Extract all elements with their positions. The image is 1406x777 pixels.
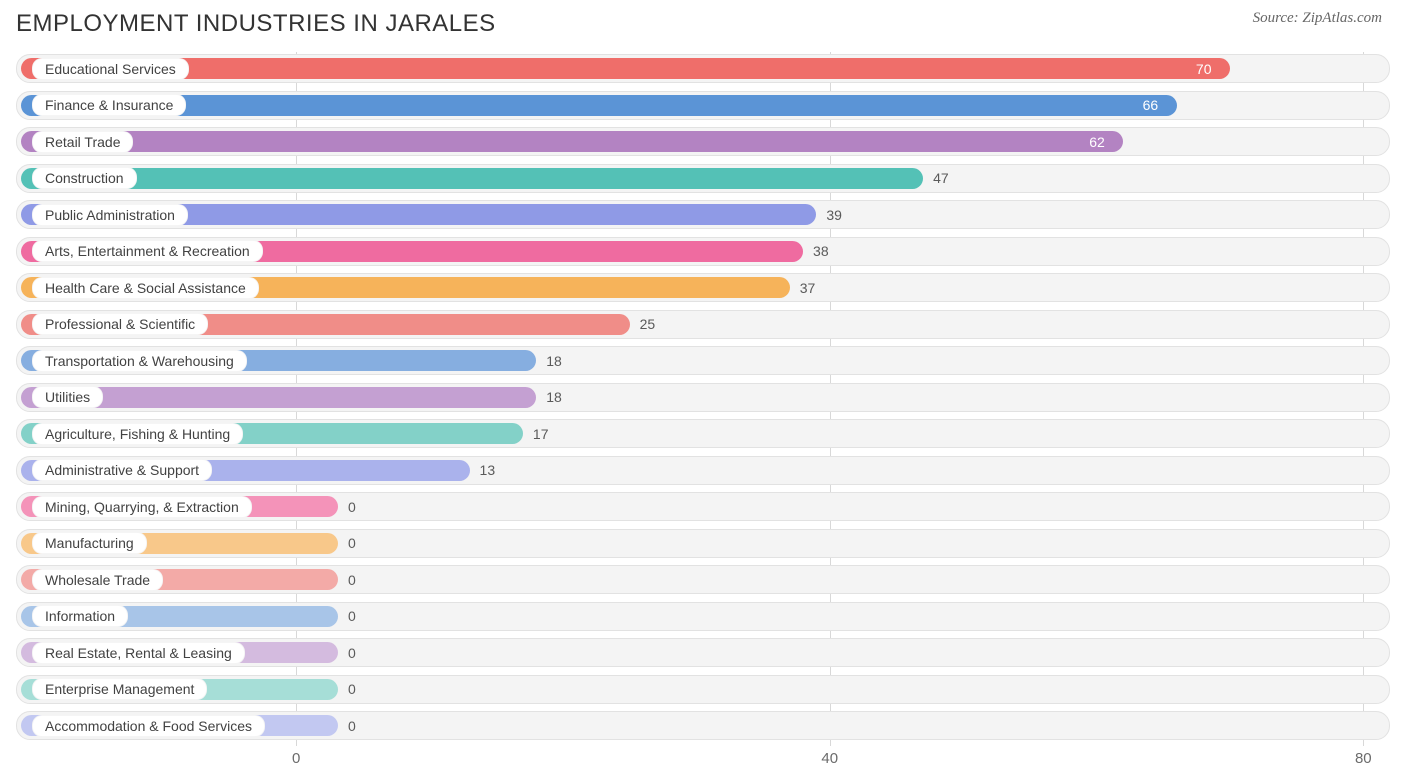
bar-label-text: Arts, Entertainment & Recreation [45, 243, 250, 259]
bar-row: Information 0 [16, 600, 1390, 633]
bar-label: Construction [32, 167, 137, 189]
bar-row: Administrative & Support 13 [16, 454, 1390, 487]
bar-label: Administrative & Support [32, 459, 212, 481]
bar-fill [21, 95, 1177, 116]
bar-label-text: Professional & Scientific [45, 316, 195, 332]
bar-label-text: Real Estate, Rental & Leasing [45, 645, 232, 661]
bar-row: Construction 47 [16, 162, 1390, 195]
chart-bars: Educational Services 70 Finance & Insuranc… [16, 52, 1390, 742]
bar-label: Arts, Entertainment & Recreation [32, 240, 263, 262]
bar-fill [21, 58, 1230, 79]
bar-value: 13 [480, 462, 496, 478]
chart-source: Source: ZipAtlas.com [1253, 10, 1382, 27]
bar-row: Accommodation & Food Services 0 [16, 709, 1390, 742]
bar-value: 0 [348, 681, 356, 697]
bar-value: 39 [826, 207, 842, 223]
bar-label-text: Wholesale Trade [45, 572, 150, 588]
bar-label: Enterprise Management [32, 678, 207, 700]
chart-plot: Educational Services 70 Finance & Insuranc… [16, 52, 1390, 746]
bar-label: Accommodation & Food Services [32, 715, 265, 737]
bar-label: Professional & Scientific [32, 313, 208, 335]
bar-label-text: Public Administration [45, 207, 175, 223]
axis-tick: 80 [1355, 750, 1372, 767]
bar-label-text: Transportation & Warehousing [45, 353, 234, 369]
axis-tick: 40 [821, 750, 838, 767]
bar-value: 17 [533, 426, 549, 442]
bar-fill [21, 131, 1123, 152]
bar-value: 70 [1196, 61, 1212, 77]
bar-label-text: Administrative & Support [45, 462, 199, 478]
bar-row: Enterprise Management 0 [16, 673, 1390, 706]
bar-row: Wholesale Trade 0 [16, 563, 1390, 596]
bar-label: Information [32, 605, 128, 627]
bar-label-text: Accommodation & Food Services [45, 718, 252, 734]
bar-row: Mining, Quarrying, & Extraction 0 [16, 490, 1390, 523]
bar-row: Finance & Insurance 66 [16, 89, 1390, 122]
bar-label-text: Manufacturing [45, 535, 134, 551]
bar-value: 18 [546, 389, 562, 405]
bar-label-text: Health Care & Social Assistance [45, 280, 246, 296]
bar-row: Real Estate, Rental & Leasing 0 [16, 636, 1390, 669]
chart-area: Educational Services 70 Finance & Insuranc… [0, 44, 1406, 774]
bar-label-text: Retail Trade [45, 134, 120, 150]
bar-row: Arts, Entertainment & Recreation 38 [16, 235, 1390, 268]
bar-label: Manufacturing [32, 532, 147, 554]
bar-row: Public Administration 39 [16, 198, 1390, 231]
bar-row: Health Care & Social Assistance 37 [16, 271, 1390, 304]
bar-row: Agriculture, Fishing & Hunting 17 [16, 417, 1390, 450]
bar-label-text: Construction [45, 170, 124, 186]
bar-label: Utilities [32, 386, 103, 408]
bar-value: 62 [1089, 134, 1105, 150]
bar-label-text: Mining, Quarrying, & Extraction [45, 499, 239, 515]
bar-row: Professional & Scientific 25 [16, 308, 1390, 341]
bar-label-text: Utilities [45, 389, 90, 405]
bar-value: 0 [348, 499, 356, 515]
bar-label: Health Care & Social Assistance [32, 277, 259, 299]
chart-header: EMPLOYMENT INDUSTRIES IN JARALES Source:… [0, 0, 1406, 44]
bar-label-text: Finance & Insurance [45, 97, 173, 113]
bar-label-text: Information [45, 608, 115, 624]
chart-title: EMPLOYMENT INDUSTRIES IN JARALES [16, 10, 496, 38]
bar-value: 66 [1143, 97, 1159, 113]
bar-value: 25 [640, 316, 656, 332]
bar-label: Agriculture, Fishing & Hunting [32, 423, 243, 445]
bar-label: Mining, Quarrying, & Extraction [32, 496, 252, 518]
bar-value: 0 [348, 718, 356, 734]
bar-label: Finance & Insurance [32, 94, 186, 116]
bar-value: 0 [348, 535, 356, 551]
bar-value: 38 [813, 243, 829, 259]
axis-tick: 0 [292, 750, 300, 767]
bar-value: 0 [348, 608, 356, 624]
bar-value: 47 [933, 170, 949, 186]
bar-label-text: Enterprise Management [45, 681, 194, 697]
bar-label: Public Administration [32, 204, 188, 226]
bar-value: 0 [348, 572, 356, 588]
bar-label: Transportation & Warehousing [32, 350, 247, 372]
bar-label: Wholesale Trade [32, 569, 163, 591]
bar-row: Utilities 18 [16, 381, 1390, 414]
bar-label-text: Agriculture, Fishing & Hunting [45, 426, 230, 442]
bar-label-text: Educational Services [45, 61, 176, 77]
bar-value: 37 [800, 280, 816, 296]
bar-row: Retail Trade 62 [16, 125, 1390, 158]
bar-row: Transportation & Warehousing 18 [16, 344, 1390, 377]
bar-row: Manufacturing 0 [16, 527, 1390, 560]
x-axis: 0 40 80 [16, 746, 1390, 774]
bar-fill [21, 168, 923, 189]
bar-value: 0 [348, 645, 356, 661]
bar-row: Educational Services 70 [16, 52, 1390, 85]
bar-label: Real Estate, Rental & Leasing [32, 642, 245, 664]
bar-value: 18 [546, 353, 562, 369]
bar-label: Retail Trade [32, 131, 133, 153]
bar-label: Educational Services [32, 58, 189, 80]
